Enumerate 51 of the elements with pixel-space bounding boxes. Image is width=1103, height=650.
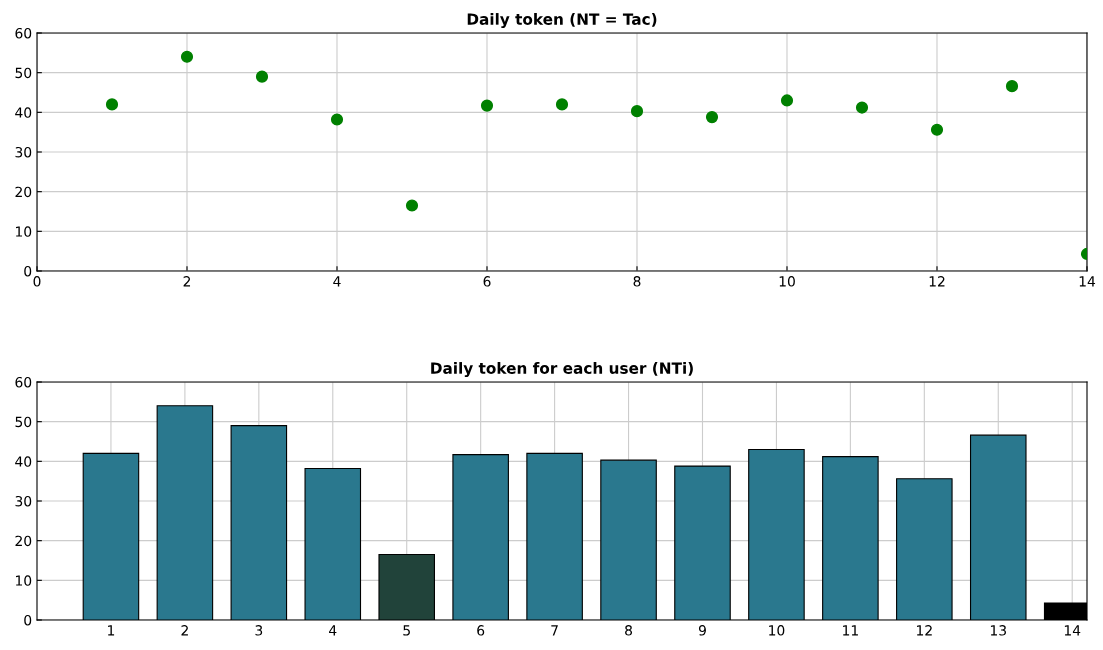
- point: [705, 111, 719, 124]
- x-tick-label: 7: [551, 625, 558, 636]
- x-tick-label: 14: [1079, 276, 1096, 287]
- x-tick-label: 10: [769, 625, 785, 636]
- point: [630, 105, 644, 118]
- point: [105, 98, 119, 111]
- x-tick-label: 2: [183, 276, 191, 287]
- y-tick-label: 40: [15, 456, 32, 467]
- x-tick-label: 6: [477, 625, 485, 636]
- x-tick-label: 4: [329, 625, 337, 636]
- x-tick-label: 5: [403, 625, 410, 636]
- point: [405, 199, 419, 212]
- y-tick-label: 50: [15, 416, 32, 428]
- x-tick-label: 2: [181, 625, 188, 636]
- point: [555, 98, 569, 111]
- y-tick-label: 10: [15, 575, 32, 586]
- point: [180, 50, 194, 63]
- y-tick-label: 30: [15, 146, 32, 158]
- x-tick-label: 1: [108, 625, 115, 636]
- point: [930, 123, 944, 136]
- x-tick-label: 4: [333, 276, 341, 287]
- chart-title: Daily token (NT = Tac): [467, 13, 657, 28]
- x-tick-label: 6: [483, 276, 491, 287]
- point: [330, 113, 344, 126]
- y-tick-label: 0: [24, 614, 32, 626]
- point: [855, 101, 869, 114]
- x-tick-label: 13: [990, 625, 1006, 636]
- x-tick-label: 14: [1064, 625, 1081, 636]
- x-tick-label: 8: [625, 625, 633, 636]
- point: [780, 94, 794, 107]
- y-tick-label: 60: [15, 376, 32, 388]
- x-tick-label: 12: [929, 276, 945, 287]
- x-tick-label: 3: [255, 625, 263, 636]
- x-tick-label: 8: [633, 276, 641, 287]
- point: [480, 99, 494, 112]
- x-tick-label: 12: [917, 625, 932, 636]
- y-tick-label: 40: [15, 107, 32, 118]
- y-tick-label: 10: [15, 226, 32, 237]
- y-tick-label: 20: [15, 186, 32, 198]
- x-tick-label: 0: [33, 276, 41, 287]
- y-tick-label: 20: [15, 535, 32, 547]
- point: [1005, 80, 1019, 93]
- y-tick-label: 50: [15, 67, 32, 79]
- y-tick-label: 60: [15, 27, 32, 39]
- y-tick-label: 30: [15, 495, 32, 507]
- chart-title: Daily token for each user (NTi): [431, 362, 693, 377]
- x-tick-label: 10: [779, 276, 795, 287]
- y-tick-label: 0: [24, 265, 32, 277]
- x-tick-label: 11: [843, 625, 858, 636]
- x-tick-label: 9: [698, 625, 706, 636]
- point: [255, 70, 269, 83]
